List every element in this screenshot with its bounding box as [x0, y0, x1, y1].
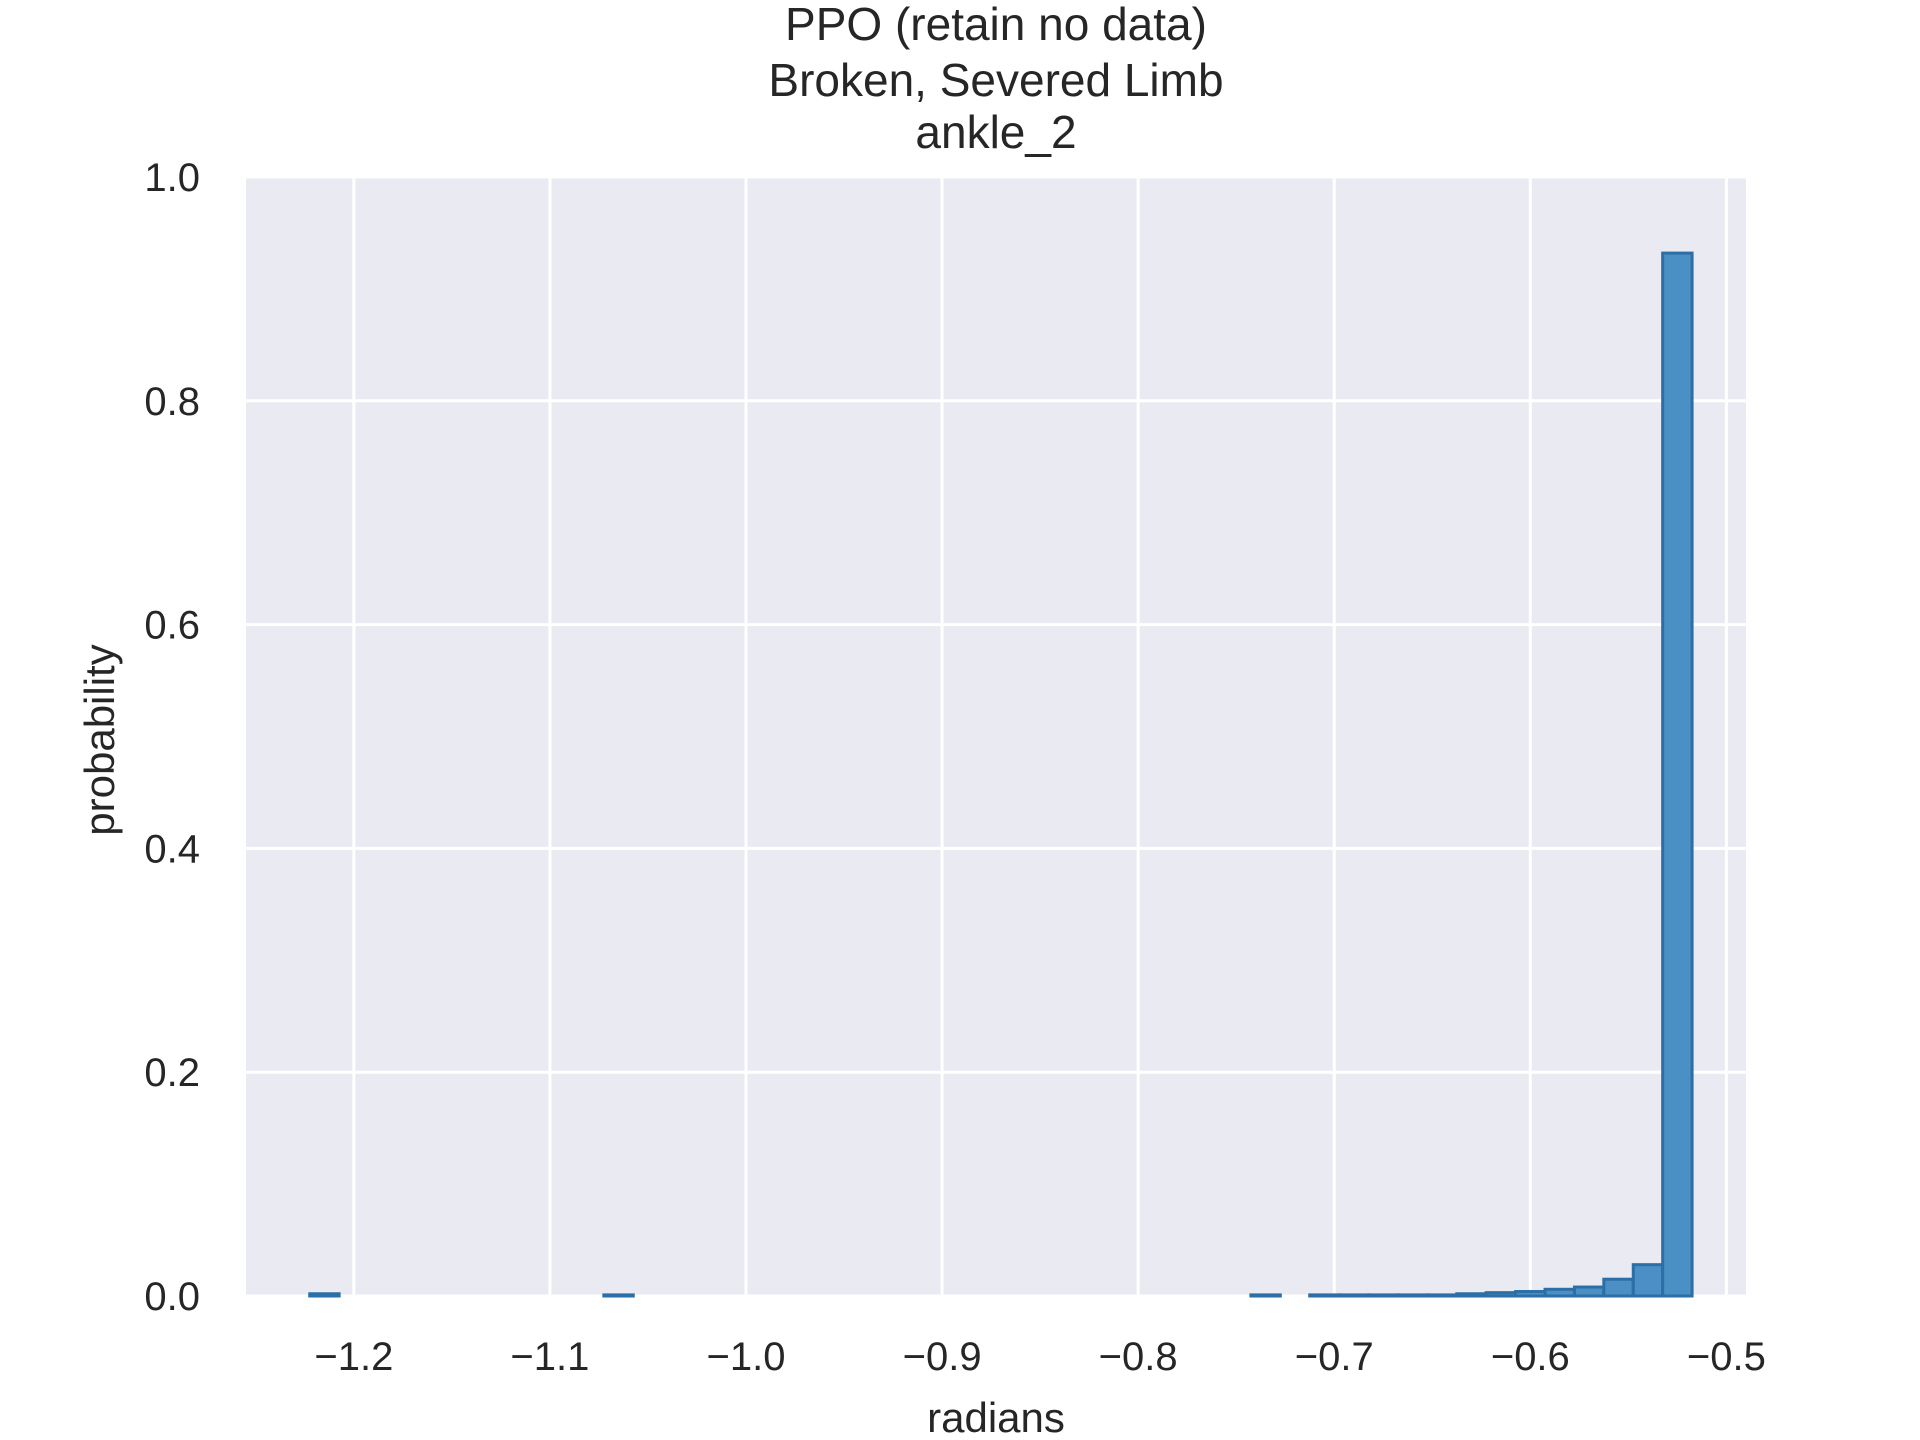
- y-tick-label: 0.6: [144, 604, 200, 648]
- histogram-bar: [308, 1292, 341, 1298]
- histogram-bar: [1572, 1285, 1606, 1298]
- y-tick-labels: 0.0 0.2 0.4 0.6 0.8 1.0: [144, 156, 200, 1319]
- histogram-bar: [1367, 1293, 1400, 1298]
- histogram-bar: [602, 1293, 635, 1298]
- x-tick-label: −0.5: [1687, 1335, 1766, 1379]
- x-tick-label: −1.2: [314, 1335, 393, 1379]
- x-tick-label: −1.1: [510, 1335, 589, 1379]
- x-tick-label: −0.8: [1099, 1335, 1178, 1379]
- histogram-bar: [1602, 1277, 1635, 1298]
- histogram-bar: [1631, 1263, 1665, 1298]
- histogram-bars: [308, 251, 1694, 1298]
- histogram-bar: [1425, 1293, 1459, 1298]
- x-tick-label: −1.0: [707, 1335, 786, 1379]
- y-axis-label: probability: [76, 644, 123, 835]
- histogram-bar: [1396, 1293, 1429, 1298]
- grid-lines: [246, 175, 1746, 1298]
- chart-title-line-2: Broken, Severed Limb: [768, 54, 1223, 106]
- histogram-bar: [1337, 1293, 1371, 1298]
- histogram-bar: [1308, 1293, 1341, 1298]
- histogram-bar: [1249, 1293, 1282, 1298]
- y-tick-label: 0.2: [144, 1051, 200, 1095]
- x-axis-label: radians: [927, 1394, 1065, 1440]
- y-tick-label: 1.0: [144, 156, 200, 200]
- y-tick-label: 0.4: [144, 827, 200, 871]
- plot-area-background: [246, 177, 1746, 1296]
- chart-title-line-3: ankle_2: [915, 106, 1076, 158]
- y-tick-label: 0.8: [144, 380, 200, 424]
- histogram-bar: [1514, 1290, 1547, 1298]
- histogram-bar: [1543, 1287, 1576, 1298]
- x-tick-label: −0.9: [903, 1335, 982, 1379]
- chart-title-line-1: PPO (retain no data): [785, 0, 1207, 50]
- x-tick-label: −0.7: [1295, 1335, 1374, 1379]
- histogram-bar: [1455, 1292, 1488, 1298]
- x-tick-label: −0.6: [1491, 1335, 1570, 1379]
- y-tick-label: 0.0: [144, 1275, 200, 1319]
- histogram-bar: [1484, 1291, 1518, 1298]
- histogram-bar: [1661, 251, 1694, 1298]
- x-tick-labels: −1.2 −1.1 −1.0 −0.9 −0.8 −0.7 −0.6 −0.5: [314, 1335, 1766, 1379]
